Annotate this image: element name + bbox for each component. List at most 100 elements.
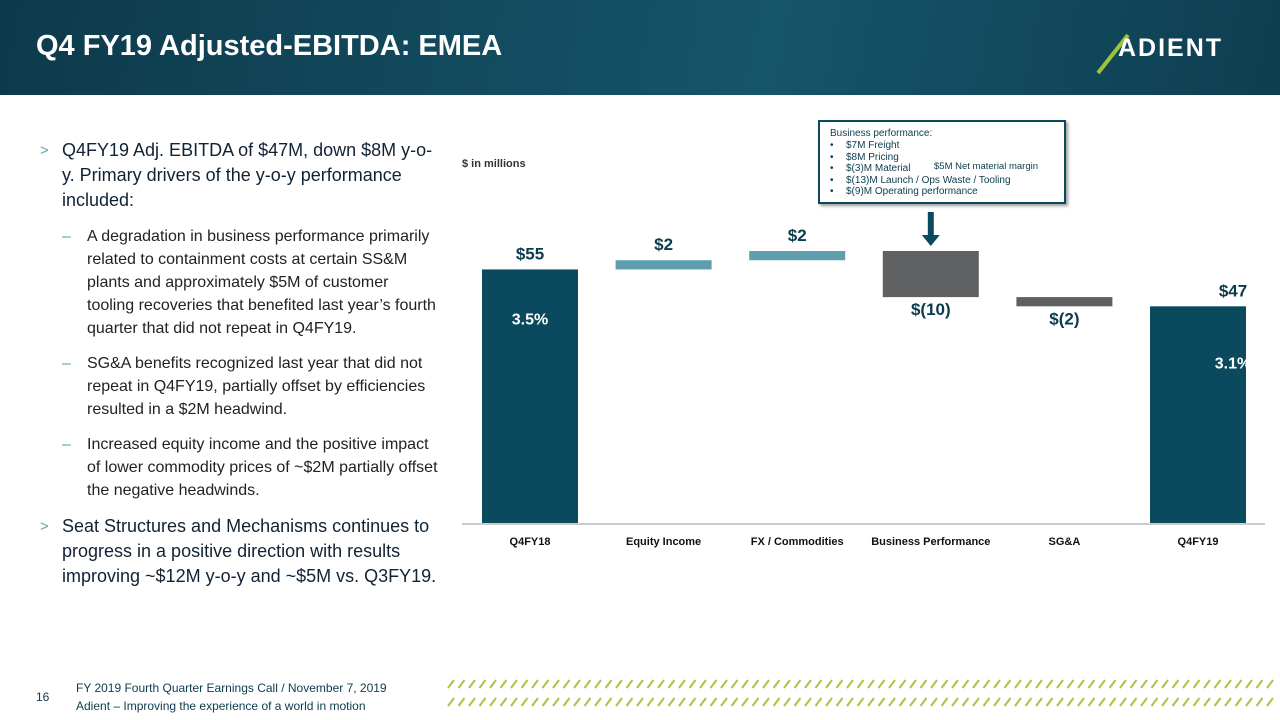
footer-slash [1108,697,1117,707]
bullet-list: Q4FY19 Adj. EBITDA of $47M, down $8M y-o… [40,138,440,601]
brace-note: $5M Net material margin [934,161,1039,172]
footer-slash [1161,697,1169,707]
footer-slash [730,679,739,689]
footer-slash [573,697,581,707]
footer-slash [1056,679,1064,689]
footer-slash [1129,697,1138,707]
value-label: $(2) [1049,309,1079,328]
footer-slash [856,697,865,707]
bar [615,260,712,270]
footer-slash [1024,697,1033,707]
footer-slash [961,697,970,707]
footer-slash [846,679,854,689]
footer-slash [1045,679,1054,689]
footer-slash [678,679,686,689]
value-label: $2 [788,226,807,245]
footer-slash [1171,679,1180,689]
footer-slash [982,697,991,707]
footer-slash [541,679,550,689]
footer-slash [1203,679,1211,689]
callout-item: $8M Pricing [830,152,1064,164]
footer-slash [762,679,770,689]
footer-slash [1203,697,1211,707]
footer-slash [1066,679,1075,689]
slide-title: Q4 FY19 Adjusted-EBITDA: EMEA [36,30,503,62]
footer-slash [814,697,823,707]
footer-slash [604,679,613,689]
footer-slash [1192,679,1201,689]
footer-slash [1024,679,1033,689]
footer-slash [688,697,697,707]
sub-bullet: A degradation in business performance pr… [62,225,440,340]
footer-slash [520,697,529,707]
footer-slash [1077,679,1085,689]
footer-slash [667,679,676,689]
footer-slash [783,697,791,707]
bar [1150,306,1246,523]
footer-slash [919,697,928,707]
footer-slash [552,679,560,689]
footer-slash [982,679,991,689]
footer-slash [993,697,1001,707]
footer-slash [468,697,476,707]
footer-slash [478,697,487,707]
footer-slash [615,697,623,707]
footer-line: Adient – Improving the experience of a w… [76,699,366,713]
value-label: $55 [516,244,544,263]
footer-slash [709,697,718,707]
arrow-head [921,235,940,246]
sub-bullet: Increased equity income and the positive… [62,433,440,502]
sub-bullet: SG&A benefits recognized last year that … [62,352,440,421]
footer-slash [489,697,497,707]
bar [1016,297,1113,307]
footer-slash [447,679,455,689]
footer-slash [1077,697,1085,707]
footer-slash [646,697,655,707]
callout-item: $(3)M Material [830,163,1064,175]
footer-slash [583,697,592,707]
footer-slash [751,679,760,689]
unit-label: $ in millions [462,158,526,170]
footer-slash [1066,697,1075,707]
bar [749,251,846,261]
footer-slash [1171,697,1180,707]
footer-slash [772,697,781,707]
footer-slash [447,697,455,707]
footer-slash [531,697,539,707]
footer-slash [846,697,854,707]
footer-slash [489,679,497,689]
footer-slash [1119,697,1127,707]
footer-slash [478,679,487,689]
bar [482,269,578,523]
footer-slash [1234,679,1243,689]
footer-slash [930,697,938,707]
header-band: Q4 FY19 Adjusted-EBITDA: EMEA ADIENT [0,0,1280,95]
footer-slash [1035,679,1043,689]
footer-slash [594,697,602,707]
bullet: Q4FY19 Adj. EBITDA of $47M, down $8M y-o… [40,138,440,213]
footer-slash [1224,679,1232,689]
footer-slash [1150,679,1159,689]
footer-slash [1255,697,1264,707]
footer-slash [825,697,833,707]
footer-slash [720,697,728,707]
footer-slash [688,679,697,689]
footer-slash [898,697,907,707]
footer-slash [1213,697,1222,707]
footer-slash [951,679,959,689]
footer-slash [1140,679,1148,689]
x-tick-label: SG&A [1049,536,1081,548]
footer-slash [1014,679,1022,689]
footer-slash [877,679,886,689]
footer-slash [1098,697,1106,707]
footer-slash [457,697,466,707]
footer-slash [468,679,476,689]
value-label: $2 [654,235,673,254]
footer-slash [804,679,812,689]
footer-slash [814,679,823,689]
footer-slash [940,697,949,707]
footer-slash [510,697,518,707]
footer-slash [867,697,875,707]
